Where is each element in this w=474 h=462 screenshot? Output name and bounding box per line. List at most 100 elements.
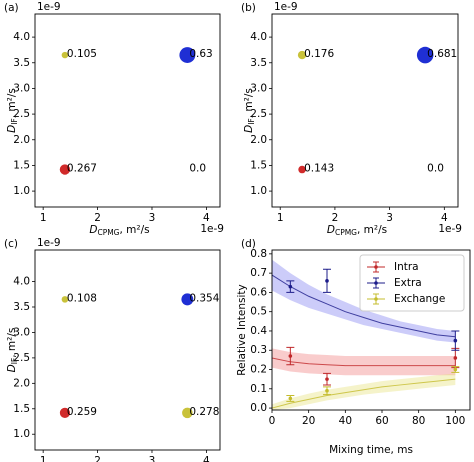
symbol: D bbox=[6, 125, 18, 133]
x-axis-label: DCPMG, m²/s bbox=[89, 224, 149, 237]
value-label: 0.278 bbox=[189, 406, 219, 418]
unit: , m²/s bbox=[6, 328, 18, 358]
x-tick-label: 4 bbox=[203, 455, 210, 462]
symbol: D bbox=[89, 224, 97, 236]
y-tick-label: 4.0 bbox=[250, 31, 267, 43]
bubble bbox=[61, 296, 69, 303]
data-point bbox=[325, 279, 329, 283]
y-tick-label: 0.0 bbox=[250, 402, 267, 414]
value-label: 0.259 bbox=[67, 406, 97, 418]
y-tick-label: 1.5 bbox=[250, 159, 267, 171]
confidence-band bbox=[272, 373, 456, 410]
y-tick-label: 4.0 bbox=[13, 31, 30, 43]
axes-frame bbox=[271, 249, 471, 411]
data-point bbox=[288, 284, 293, 289]
axes-frame bbox=[34, 13, 221, 208]
x-tick-label: 4 bbox=[203, 212, 210, 224]
bubble bbox=[179, 47, 196, 64]
legend-label: Exchange bbox=[394, 293, 445, 305]
bubble bbox=[181, 293, 194, 306]
legend-dot bbox=[374, 265, 378, 269]
y-tick-label: 1.0 bbox=[13, 185, 30, 197]
x-tick-label: 20 bbox=[302, 415, 315, 427]
unit: , m²/s bbox=[6, 88, 18, 118]
x-tick-label: 2 bbox=[94, 455, 101, 462]
legend-dot bbox=[374, 297, 378, 301]
x-tick-label: 2 bbox=[94, 212, 101, 224]
value-label: 0.105 bbox=[67, 48, 97, 60]
y-tick-label: 0.5 bbox=[250, 306, 267, 318]
data-point bbox=[325, 388, 329, 393]
subscript: IF bbox=[10, 358, 19, 365]
y-axis-label: Relative Intensity bbox=[236, 284, 248, 375]
x-tick-label: 3 bbox=[386, 212, 393, 224]
value-label: 0.143 bbox=[304, 163, 334, 175]
value-label: 0.267 bbox=[67, 163, 97, 175]
legend-label: Extra bbox=[394, 277, 422, 289]
bubble bbox=[61, 51, 69, 59]
y-axis-label: DIF, m²/s bbox=[243, 88, 256, 133]
y-tick-label: 0.8 bbox=[250, 248, 267, 260]
data-point bbox=[288, 396, 293, 401]
y-tick-label: 3.5 bbox=[13, 57, 30, 69]
confidence-band bbox=[272, 348, 456, 376]
unit: , m²/s bbox=[243, 88, 255, 118]
y-tick-label: 3.0 bbox=[250, 82, 267, 94]
data-point bbox=[288, 354, 293, 358]
data-point bbox=[453, 338, 458, 343]
y-tick-label: 3.5 bbox=[13, 301, 30, 313]
y-tick-label: 2.5 bbox=[250, 108, 267, 120]
fit-line bbox=[271, 357, 456, 367]
x-tick-label: 2 bbox=[332, 212, 339, 224]
y-tick-label: 0.2 bbox=[250, 364, 267, 376]
x-tick-label: 3 bbox=[149, 212, 156, 224]
y-tick-label: 0.7 bbox=[250, 267, 267, 279]
symbol: D bbox=[243, 125, 255, 133]
subscript: CPMG bbox=[335, 228, 357, 237]
subscript: IF bbox=[10, 118, 19, 125]
symbol: D bbox=[327, 224, 335, 236]
legend-label: Intra bbox=[394, 261, 419, 273]
y-tick-label: 1.5 bbox=[13, 159, 30, 171]
value-label: 0.176 bbox=[304, 48, 334, 60]
value-label: 0.354 bbox=[189, 292, 219, 304]
axes-frame bbox=[34, 249, 221, 451]
panel-label: (c) bbox=[4, 238, 18, 250]
y-tick-label: 2.0 bbox=[13, 377, 30, 389]
y-tick-label: 1.0 bbox=[13, 428, 30, 440]
subscript: IF bbox=[247, 118, 256, 125]
panel-label: (b) bbox=[241, 2, 256, 14]
y-offset-label: 1e-9 bbox=[37, 237, 61, 249]
y-tick-label: 2.5 bbox=[13, 108, 30, 120]
value-label: 0.63 bbox=[189, 48, 212, 60]
y-axis-label: DIF, m²/s bbox=[6, 328, 19, 373]
x-offset-label: 1e-9 bbox=[200, 223, 224, 235]
fit-line bbox=[271, 378, 456, 409]
y-tick-label: 4.0 bbox=[13, 276, 30, 288]
y-tick-label: 3.5 bbox=[250, 57, 267, 69]
y-tick-label: 0.3 bbox=[250, 344, 267, 356]
x-tick-label: 40 bbox=[339, 415, 352, 427]
bubble bbox=[416, 46, 434, 64]
y-tick-label: 2.5 bbox=[13, 352, 30, 364]
y-tick-label: 0.4 bbox=[250, 325, 267, 337]
y-tick-label: 0.1 bbox=[250, 383, 267, 395]
subscript: CPMG bbox=[97, 228, 119, 237]
unit: , m²/s bbox=[120, 224, 150, 236]
axes-frame bbox=[271, 13, 459, 208]
y-tick-label: 1.5 bbox=[13, 403, 30, 415]
y-tick-label: 3.0 bbox=[13, 82, 30, 94]
y-tick-label: 2.0 bbox=[250, 134, 267, 146]
x-axis-label: Mixing time, ms bbox=[329, 444, 413, 456]
unit: , m²/s bbox=[357, 224, 387, 236]
bubble bbox=[297, 50, 307, 60]
x-tick-label: 1 bbox=[40, 212, 47, 224]
y-axis-label: DIF, m²/s bbox=[6, 88, 19, 133]
value-label: 0.108 bbox=[67, 292, 97, 304]
bubble bbox=[59, 407, 71, 418]
bubble bbox=[298, 165, 306, 174]
value-label: 0.681 bbox=[427, 48, 457, 60]
data-point bbox=[453, 367, 458, 372]
x-tick-label: 4 bbox=[441, 212, 448, 224]
